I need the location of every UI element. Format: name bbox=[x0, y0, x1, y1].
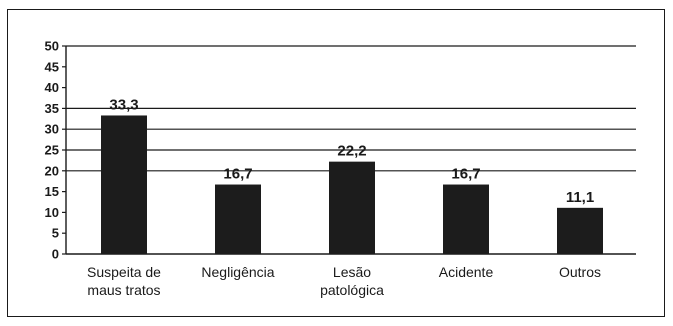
y-tick-label: 10 bbox=[45, 205, 59, 220]
bar bbox=[329, 161, 375, 254]
category-label: Lesão patológica bbox=[320, 264, 384, 298]
bar bbox=[557, 207, 603, 254]
data-label: 16,7 bbox=[223, 166, 252, 183]
bar bbox=[215, 184, 261, 254]
category-label: Suspeita de maus tratos bbox=[87, 264, 161, 298]
y-tick-label: 45 bbox=[45, 59, 59, 74]
gridlines bbox=[66, 45, 636, 172]
bar bbox=[101, 115, 147, 254]
y-tick-label: 30 bbox=[45, 122, 59, 137]
y-tick-label: 25 bbox=[45, 143, 59, 158]
data-label: 33,3 bbox=[109, 96, 138, 113]
data-label: 16,7 bbox=[451, 166, 480, 183]
y-tick-label: 20 bbox=[45, 163, 59, 178]
bar bbox=[443, 184, 489, 254]
y-tick-label: 0 bbox=[52, 247, 59, 262]
chart-frame bbox=[7, 9, 665, 317]
category-label: Outros bbox=[559, 264, 601, 280]
y-tick-label: 15 bbox=[45, 184, 59, 199]
y-tick-label: 35 bbox=[45, 101, 59, 116]
category-label: Negligência bbox=[201, 264, 274, 280]
y-tick-label: 40 bbox=[45, 80, 59, 95]
labels: 33,3 Suspeita de maus tratos 16,7 Negligênci… bbox=[87, 96, 601, 298]
data-label: 22,2 bbox=[337, 143, 366, 160]
data-label: 11,1 bbox=[566, 189, 594, 206]
y-tick-label: 5 bbox=[52, 226, 59, 241]
category-label: Acidente bbox=[439, 264, 494, 280]
bars bbox=[101, 115, 603, 254]
y-tick-label: 50 bbox=[45, 39, 59, 54]
